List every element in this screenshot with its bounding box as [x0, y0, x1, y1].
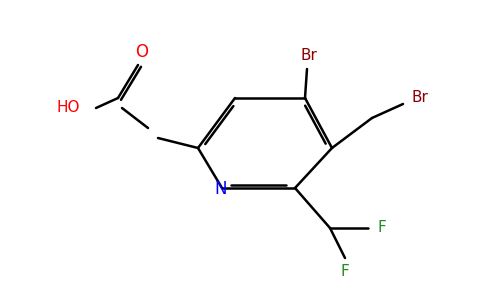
Text: O: O [136, 43, 149, 61]
Text: HO: HO [56, 100, 80, 116]
Text: N: N [215, 180, 227, 198]
Text: Br: Br [411, 91, 428, 106]
Text: F: F [378, 220, 386, 236]
Text: Br: Br [301, 47, 318, 62]
Text: F: F [341, 263, 349, 278]
